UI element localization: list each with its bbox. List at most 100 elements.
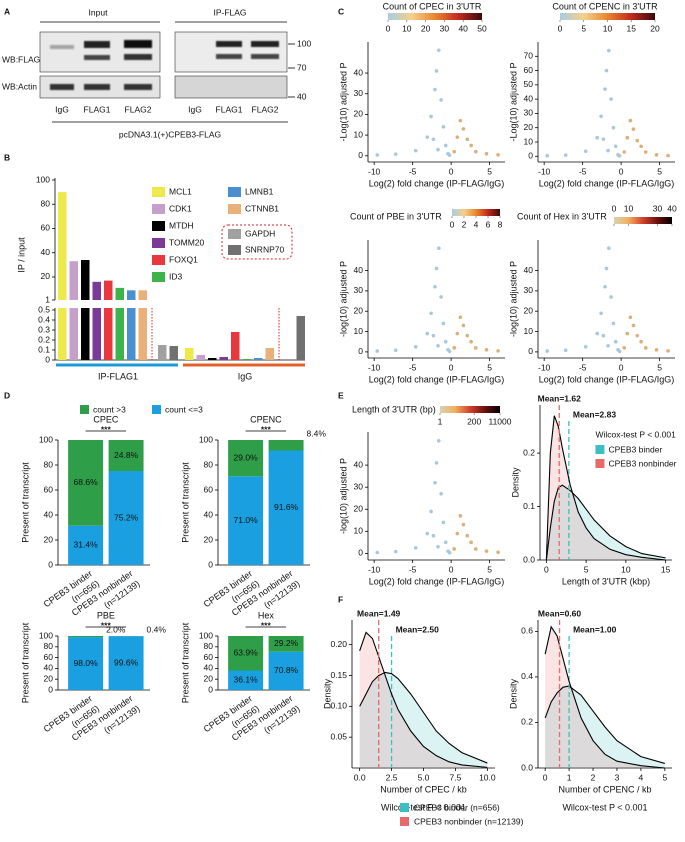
point [436,147,440,152]
legend-swatch [595,459,605,468]
x-tick-label: 1 [567,772,572,782]
chart-title: CPEC [93,414,119,424]
point [434,266,439,271]
x-tick-label: 5 [487,564,492,574]
y-tick-label: 0 [528,346,533,356]
point [635,138,640,143]
y-tick-label: 80 [44,641,54,651]
colorbar-tick-label: 10 [402,23,412,33]
point [455,135,460,139]
density-fill [546,415,666,560]
y-tick-label: 0.2 [523,447,535,457]
y-tick-label: 0.6 [521,626,533,636]
y-tick-label: 60 [44,484,54,494]
point [439,491,443,496]
significance: *** [101,620,112,630]
bar [138,290,147,300]
y-tick-label: 0.5 [38,304,50,314]
colorbar [560,13,655,20]
bar [58,308,67,360]
legend-swatch [228,204,241,214]
y-tick-label: 0 [48,684,53,694]
construct-label: pcDNA3.1(+)CPEB3-FLAG [119,129,221,139]
y-axis-label: Present of transcript [20,462,30,543]
y-tick-label: 0.4 [38,314,50,324]
y-tick-label: 100 [199,630,213,640]
legend-swatch [152,255,165,265]
chart-title: Count of CPEC in 3'UTR [383,1,482,11]
value-label: 91.6% [274,502,299,512]
x-tick-label: -5 [579,362,587,372]
x-tick-label: -10 [368,166,381,176]
legend-swatch [152,272,165,282]
x-axis-label: Log(2) fold change (IP-FLAG/IgG) [369,374,505,384]
point [452,547,457,551]
x-tick-label: 10.0 [479,772,496,782]
point [469,540,473,545]
blot-header: Input [89,7,109,17]
bar [81,260,90,300]
y-tick-label: 40 [354,265,364,275]
blot-row-label: WB:FLAG [2,54,40,64]
bar [243,300,252,301]
y-tick-label: 40 [204,509,214,519]
colorbar-tick-label: 40 [667,203,677,213]
x-axis-label: Log(2) fold change (IP-FLAG/IgG) [539,374,675,384]
band [84,55,110,60]
point [611,125,616,130]
y-tick-label: 10 [524,326,534,336]
point [611,321,616,326]
band [84,41,110,48]
value-label: 63.9% [234,648,259,658]
x-tick-label: 7.5 [450,772,462,782]
point [455,531,460,536]
bar [231,332,240,360]
density-line [545,484,666,561]
point [607,48,611,53]
point [439,98,443,102]
x-tick-label: 15 [661,564,671,574]
mean-label: Mean=1.62 [538,393,582,403]
colorbar-tick-label: 0 [386,23,391,33]
point [631,127,636,131]
bar [266,300,275,301]
point [469,143,473,148]
point [643,150,648,154]
y-tick-label: 60 [524,65,534,75]
legend-label: count >3 [93,404,126,414]
bar [296,316,305,360]
y-tick-label: 0.20 [330,639,347,649]
y-tick-label: 40 [44,509,54,519]
value-label: 8.4% [307,428,327,438]
point [437,246,441,250]
point [599,311,603,316]
point [413,148,418,153]
y-tick-label: 60 [44,652,54,662]
point [429,509,433,514]
x-tick-label: -5 [409,362,417,372]
value-label: 29.2% [274,638,299,648]
point [606,343,610,348]
point [613,339,618,344]
y-axis-label: Present of transcript [180,622,190,703]
value-label: 31.4% [74,540,99,550]
colorbar-tick-label: 0 [612,203,617,213]
chart-title: Hex [258,610,275,620]
bar [265,348,274,360]
point [437,439,441,443]
point [639,339,643,344]
y-tick-label: 0.2 [38,334,50,344]
lane-label: FLAG1 [216,104,243,114]
y-tick-label: 20 [44,673,54,683]
legend-label: CDK1 [169,203,192,213]
point [393,152,398,156]
mean-label: Mean=1.49 [357,608,401,618]
colorbar-tick-label: 10 [603,23,613,33]
bar [170,300,179,301]
point [452,346,457,350]
point [473,547,478,551]
colorbar [388,13,482,20]
density-line [544,685,665,764]
legend-label: ID3 [169,271,183,281]
y-tick-label: 100 [36,174,50,184]
